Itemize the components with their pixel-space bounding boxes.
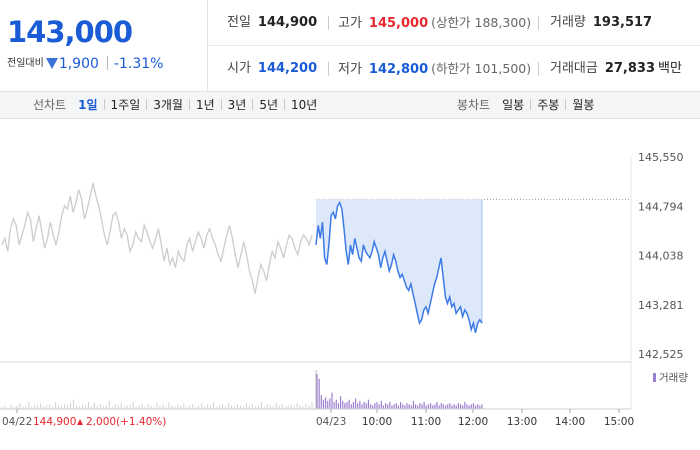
prev-day-change-pct: (+1.40%) xyxy=(116,416,166,428)
period-5y[interactable]: 5년 xyxy=(259,98,279,112)
prev-close-stat: 전일 144,900 xyxy=(227,15,318,30)
change-label: 전일대비 xyxy=(7,58,44,69)
candle-daily[interactable]: 일봉 xyxy=(502,98,525,112)
period-1w[interactable]: 1주일 xyxy=(110,98,141,112)
current-price-box: 143,000 전일대비 1,900 -1.31% xyxy=(0,0,208,92)
today-line xyxy=(315,200,483,333)
today-area-fill xyxy=(316,199,482,333)
x-tick-label: 10:00 xyxy=(362,416,392,428)
divider xyxy=(328,16,329,30)
line-chart-periods: 선차트 1일 1주일 3개월 1년 3년 5년 10년 xyxy=(33,92,317,118)
period-1d[interactable]: 1일 xyxy=(78,98,98,112)
current-price: 143,000 xyxy=(7,15,133,49)
stats-row-1: 전일 144,900 고가 145,000 (상한가 188,300) 거래량 193,… xyxy=(208,0,700,46)
period-3m[interactable]: 3개월 xyxy=(153,98,183,112)
x-tick-label: 11:00 xyxy=(411,416,441,428)
divider xyxy=(328,62,329,76)
period-10y[interactable]: 10년 xyxy=(291,98,318,112)
volume-legend-swatch xyxy=(653,373,656,382)
prev-day-close: 144,900 xyxy=(33,416,76,428)
period-3y[interactable]: 3년 xyxy=(227,98,247,112)
divider xyxy=(106,56,108,70)
y-tick-label: 142,525 xyxy=(638,348,684,361)
y-tick-label: 145,550 xyxy=(638,151,684,164)
divider xyxy=(538,16,539,30)
y-tick-label: 144,038 xyxy=(638,250,684,263)
x-tick-label: 14:00 xyxy=(555,416,585,428)
x-tick-label: 12:00 xyxy=(458,416,488,428)
price-stats: 전일 144,900 고가 145,000 (상한가 188,300) 거래량 193,… xyxy=(208,0,700,92)
price-change-line: 전일대비 1,900 -1.31% xyxy=(7,54,163,72)
candle-weekly[interactable]: 주봉 xyxy=(537,98,560,112)
low-stat: 저가 142,800 (하한가 101,500) xyxy=(338,61,532,77)
high-stat: 고가 145,000 (상한가 188,300) xyxy=(338,15,532,31)
candle-chart-periods: 봉차트 일봉 주봉 월봉 xyxy=(457,92,594,118)
candle-chart-title: 봉차트 xyxy=(457,98,491,112)
x-tick-label: 04/22 xyxy=(2,416,32,428)
x-tick-label: 15:00 xyxy=(604,416,634,428)
chart-toolbar: 선차트 1일 1주일 3개월 1년 3년 5년 10년 봉차트 일봉 주봉 월봉 xyxy=(0,92,700,119)
prev-day-line xyxy=(1,182,313,294)
volume-stat: 거래량 193,517 xyxy=(550,15,653,30)
line-chart-title: 선차트 xyxy=(33,98,67,112)
volume-legend-label: 거래량 xyxy=(659,372,688,384)
up-arrow-icon xyxy=(77,419,83,425)
candle-monthly[interactable]: 월봉 xyxy=(572,98,595,112)
stats-row-2: 시가 144,200 저가 142,800 (하한가 101,500) 거래대금 27,… xyxy=(208,46,700,92)
y-tick-label: 144,794 xyxy=(638,200,684,213)
divider xyxy=(538,62,539,76)
down-arrow-icon xyxy=(45,58,58,69)
price-chart: 145,550 144,794 144,038 143,281 142,525 거래량 04… xyxy=(0,151,688,428)
y-tick-label: 143,281 xyxy=(638,299,684,312)
change-amount: 1,900 xyxy=(58,56,99,72)
change-percent: -1.31% xyxy=(113,56,164,72)
trade-value-stat: 거래대금 27,833 백만 xyxy=(550,61,682,76)
stock-header: 143,000 전일대비 1,900 -1.31% 전일 144,900 고가 145,… xyxy=(0,0,700,92)
open-stat: 시가 144,200 xyxy=(227,61,318,76)
x-tick-label: 04/23 xyxy=(316,416,346,428)
period-1y[interactable]: 1년 xyxy=(195,98,215,112)
prev-day-change: 2,000 xyxy=(86,416,116,428)
x-tick-label: 13:00 xyxy=(507,416,537,428)
